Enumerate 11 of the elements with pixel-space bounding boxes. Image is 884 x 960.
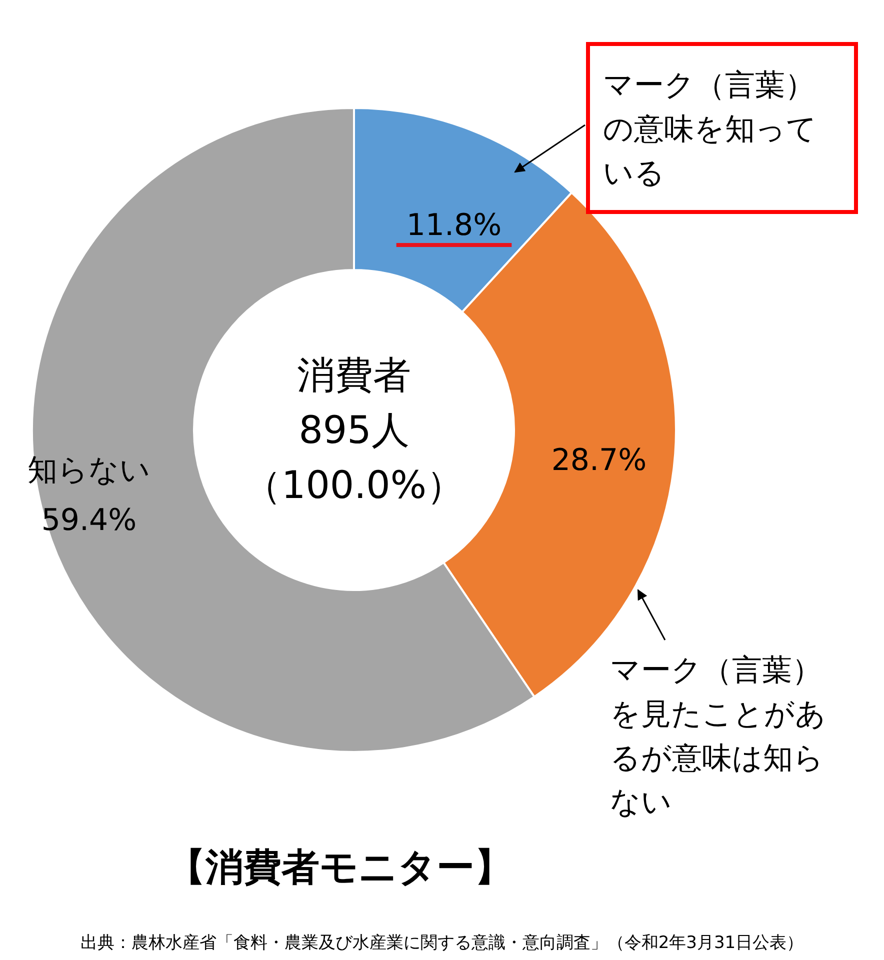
- data-label: 59.4%: [41, 503, 137, 538]
- slice-label: 知らない: [28, 453, 150, 488]
- slice-label: マーク（言葉）の意味を知っている: [603, 68, 817, 191]
- data-label: 11.8%: [406, 208, 502, 243]
- text: 【消費者モニター】: [168, 845, 512, 889]
- source-note: 出典：農林水産省「食料・農業及び水産業に関する意識・意向調査」（令和2年3月31日公表）: [80, 933, 804, 953]
- text: 895人: [298, 408, 410, 452]
- slice-label: マーク（言葉）を見たことがあるが意味は知らない: [610, 653, 826, 820]
- text: （100.0%）: [244, 463, 464, 507]
- text: 消費者: [297, 353, 411, 397]
- data-label: 28.7%: [551, 443, 647, 478]
